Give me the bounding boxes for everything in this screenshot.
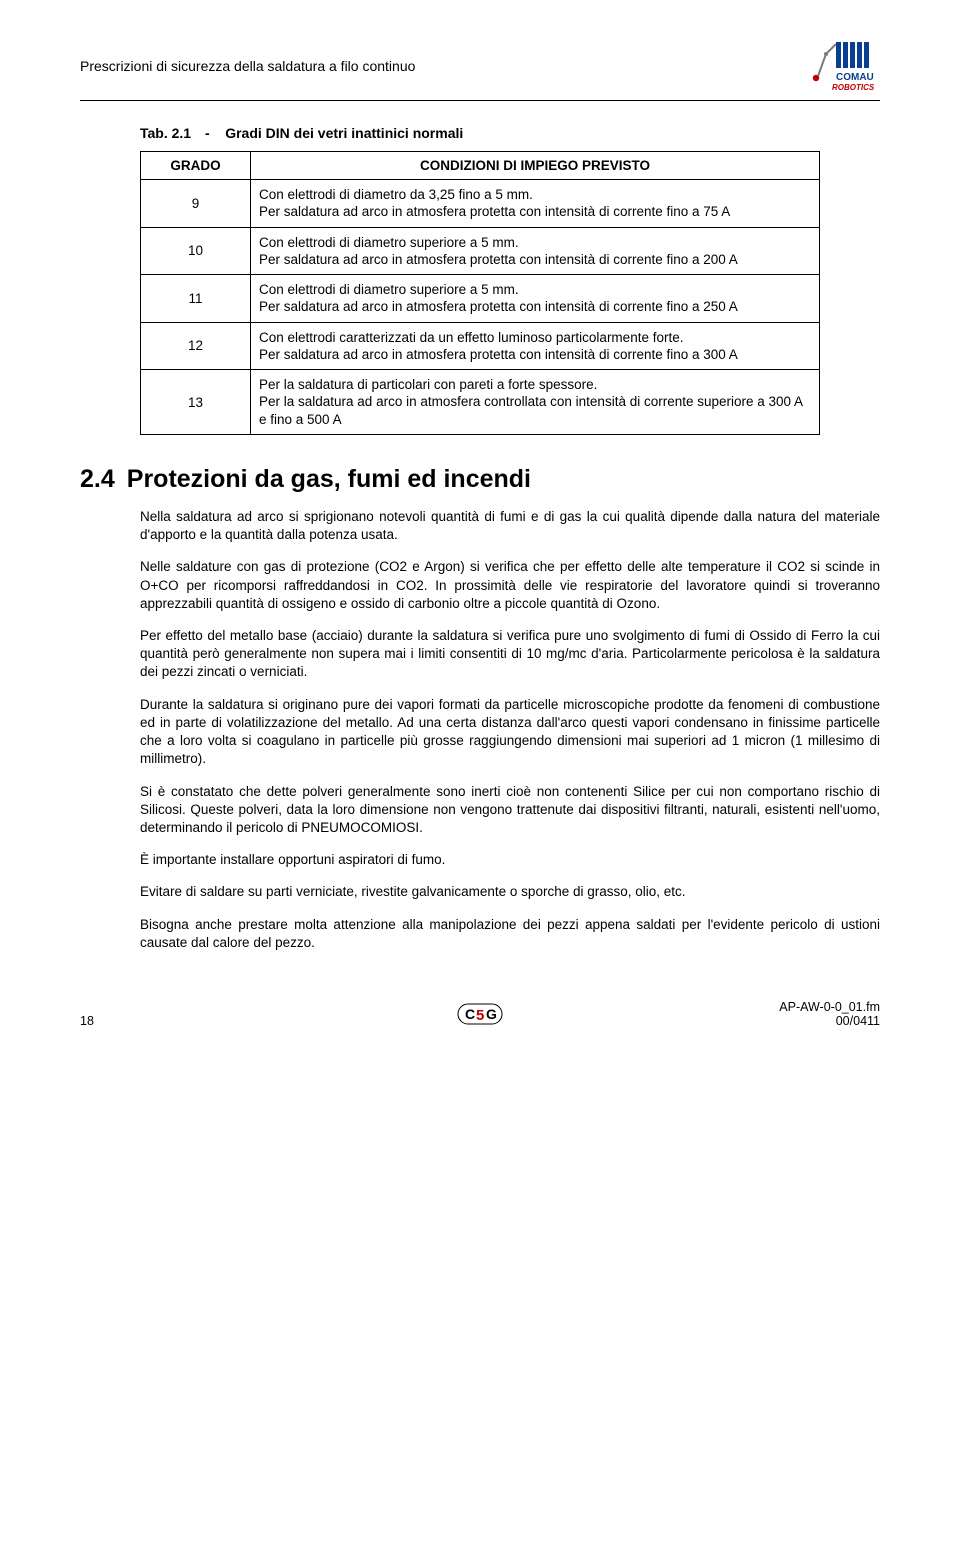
table-header-row: GRADO CONDIZIONI DI IMPIEGO PREVISTO (141, 152, 820, 180)
body-paragraph: Bisogna anche prestare molta attenzione … (140, 916, 880, 952)
cell-line: Con elettrodi caratterizzati da un effet… (259, 329, 811, 346)
section-title: Protezioni da gas, fumi ed incendi (127, 465, 531, 493)
cell-line: Per saldatura ad arco in atmosfera prote… (259, 251, 811, 268)
page-footer: 18 C 5 G AP-AW-0-0_01.fm 00/0411 (80, 1000, 880, 1028)
logo-brand-text: COMAU (836, 72, 874, 83)
cell-line: Con elettrodi di diametro da 3,25 fino a… (259, 186, 811, 203)
page-header: Prescrizioni di sicurezza della saldatur… (80, 40, 880, 94)
section-number: 2.4 (80, 465, 115, 493)
section-heading: 2.4 Protezioni da gas, fumi ed incendi (80, 465, 880, 494)
cell-condizioni: Con elettrodi di diametro da 3,25 fino a… (251, 180, 820, 228)
footer-center-logo: C 5 G (457, 1003, 503, 1028)
body-paragraph: Nelle saldature con gas di protezione (C… (140, 558, 880, 613)
body-paragraph: Evitare di saldare su parti verniciate, … (140, 883, 880, 901)
table-row: 10 Con elettrodi di diametro superiore a… (141, 227, 820, 275)
footer-revision: 00/0411 (779, 1014, 880, 1028)
cell-line: Per saldatura ad arco in atmosfera prote… (259, 203, 811, 220)
cell-line: Con elettrodi di diametro superiore a 5 … (259, 234, 811, 251)
cell-condizioni: Con elettrodi caratterizzati da un effet… (251, 322, 820, 370)
footer-doc-code: AP-AW-0-0_01.fm (779, 1000, 880, 1014)
body-paragraph: Durante la saldatura si originano pure d… (140, 696, 880, 769)
cell-line: Per saldatura ad arco in atmosfera prote… (259, 346, 811, 363)
table-caption-text: Gradi DIN dei vetri inattinici normali (225, 125, 463, 141)
body-paragraph: Si è constatato che dette polveri genera… (140, 783, 880, 838)
cell-line: Per saldatura ad arco in atmosfera prote… (259, 298, 811, 315)
cell-line: Per la saldatura ad arco in atmosfera co… (259, 393, 811, 428)
cell-grado: 12 (141, 322, 251, 370)
cell-condizioni: Con elettrodi di diametro superiore a 5 … (251, 275, 820, 323)
col-header-grado: GRADO (141, 152, 251, 180)
svg-text:G: G (486, 1006, 497, 1022)
footer-right: AP-AW-0-0_01.fm 00/0411 (779, 1000, 880, 1028)
cell-condizioni: Per la saldatura di particolari con pare… (251, 370, 820, 435)
table-row: 13 Per la saldatura di particolari con p… (141, 370, 820, 435)
logo-subbrand-text: ROBOTICS (832, 83, 875, 92)
header-rule (80, 100, 880, 101)
svg-text:5: 5 (476, 1007, 484, 1024)
footer-page-number: 18 (80, 1014, 94, 1028)
body-paragraph: Nella saldatura ad arco si sprigionano n… (140, 508, 880, 544)
svg-text:C: C (465, 1006, 475, 1022)
cell-grado: 9 (141, 180, 251, 228)
body-paragraph: È importante installare opportuni aspira… (140, 851, 880, 869)
cell-line: Con elettrodi di diametro superiore a 5 … (259, 281, 811, 298)
page: Prescrizioni di sicurezza della saldatur… (0, 0, 960, 1058)
table-caption: Tab. 2.1 - Gradi DIN dei vetri inattinic… (140, 125, 880, 141)
header-title: Prescrizioni di sicurezza della saldatur… (80, 58, 415, 74)
table-row: 9 Con elettrodi di diametro da 3,25 fino… (141, 180, 820, 228)
col-header-condizioni: CONDIZIONI DI IMPIEGO PREVISTO (251, 152, 820, 180)
cell-line: Per la saldatura di particolari con pare… (259, 376, 811, 393)
cell-grado: 13 (141, 370, 251, 435)
body-paragraph: Per effetto del metallo base (acciaio) d… (140, 627, 880, 682)
cell-grado: 10 (141, 227, 251, 275)
cell-grado: 11 (141, 275, 251, 323)
din-table: GRADO CONDIZIONI DI IMPIEGO PREVISTO 9 C… (140, 151, 820, 435)
comau-logo: COMAU ROBOTICS (796, 40, 880, 94)
table-row: 11 Con elettrodi di diametro superiore a… (141, 275, 820, 323)
table-caption-number: Tab. 2.1 (140, 125, 191, 141)
table-caption-sep: - (205, 125, 210, 141)
cell-condizioni: Con elettrodi di diametro superiore a 5 … (251, 227, 820, 275)
table-row: 12 Con elettrodi caratterizzati da un ef… (141, 322, 820, 370)
